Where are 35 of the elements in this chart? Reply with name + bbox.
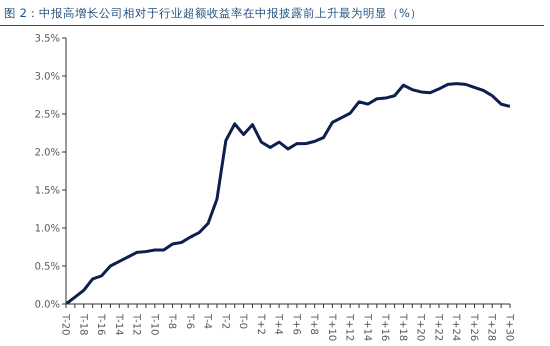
x-tick-label: T+22 (432, 313, 444, 342)
y-tick-label: 2.0% (34, 148, 60, 159)
x-tick-label: T-12 (130, 313, 142, 336)
y-tick-label: 1.5% (34, 186, 60, 197)
x-tick-label: T-0 (237, 313, 248, 330)
x-tick-label: T+14 (361, 313, 372, 342)
y-tick-label: 1.0% (34, 224, 60, 235)
x-tick-label: T+8 (308, 313, 320, 335)
x-tick-label: T-4 (202, 313, 213, 330)
y-tick-label: 2.5% (34, 110, 60, 121)
x-tick-label: T+20 (414, 313, 426, 342)
y-tick-label: 3.5% (34, 34, 60, 45)
x-tick-label: T+12 (344, 313, 355, 342)
x-tick-label: T+6 (290, 313, 302, 335)
x-tick-label: T-20 (60, 313, 70, 336)
x-tick-label: T+28 (486, 313, 497, 342)
x-tick-label: T-10 (148, 313, 160, 336)
x-tick-label: T+10 (326, 313, 337, 342)
x-tick-label: T+16 (379, 313, 390, 342)
y-tick-label: 0.0% (34, 300, 60, 311)
y-tick-label: 0.5% (34, 262, 60, 273)
x-tick-label: T+4 (272, 313, 284, 335)
x-tick-label: T-14 (112, 313, 124, 336)
x-tick-label: T+24 (450, 313, 462, 342)
x-tick-label: T-18 (77, 313, 88, 336)
x-tick-label: T+26 (468, 313, 479, 342)
x-tick-label: T-16 (95, 313, 106, 336)
x-tick-label: T-8 (166, 313, 178, 330)
x-tick-label: T+30 (504, 313, 514, 342)
chart-title: 图 2：中报高增长公司相对于行业超额收益率在中报披露前上升最为明显（%） (0, 0, 544, 26)
x-tick-label: T-2 (219, 313, 230, 330)
x-tick-label: T+18 (396, 313, 408, 342)
x-tick-label: T+2 (254, 313, 266, 335)
x-tick-label: T-6 (184, 313, 195, 330)
y-tick-label: 3.0% (34, 72, 60, 83)
